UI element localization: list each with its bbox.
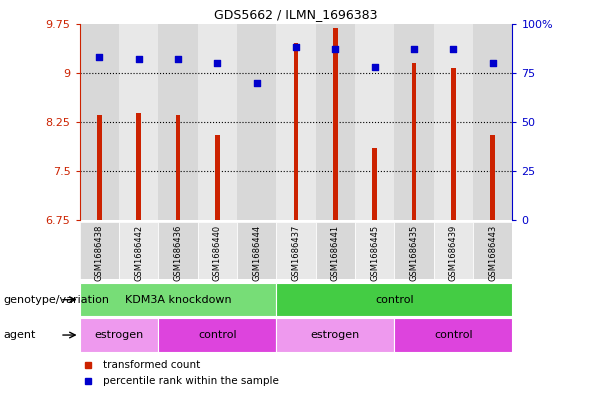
Bar [136, 113, 141, 220]
Bar [158, 318, 276, 352]
Bar [176, 115, 180, 220]
Bar [80, 318, 158, 352]
Text: estrogen: estrogen [311, 330, 360, 340]
Text: GSM1686436: GSM1686436 [173, 225, 183, 281]
Text: control: control [198, 330, 237, 340]
Text: transformed count: transformed count [103, 360, 201, 370]
Point [449, 46, 458, 52]
Bar [119, 24, 158, 220]
Text: GSM1686441: GSM1686441 [331, 225, 340, 281]
Bar [237, 24, 276, 220]
Text: GSM1686438: GSM1686438 [95, 225, 104, 281]
Text: GSM1686439: GSM1686439 [449, 225, 458, 281]
Bar [237, 222, 276, 279]
Bar [197, 222, 237, 279]
Text: GSM1686445: GSM1686445 [370, 225, 379, 281]
Point [291, 44, 300, 50]
Bar [355, 24, 395, 220]
Bar [473, 222, 512, 279]
Bar [158, 24, 197, 220]
Bar [197, 24, 237, 220]
Bar [316, 24, 355, 220]
Bar [434, 222, 473, 279]
Bar [158, 222, 197, 279]
Point [213, 60, 222, 66]
Bar [395, 222, 434, 279]
Text: genotype/variation: genotype/variation [3, 295, 109, 305]
Text: agent: agent [3, 330, 35, 340]
Bar [276, 283, 512, 316]
Point [252, 79, 262, 86]
Bar [276, 318, 395, 352]
Bar [316, 222, 355, 279]
Point [134, 56, 143, 62]
Bar [395, 24, 434, 220]
Bar [395, 318, 512, 352]
Bar [80, 222, 119, 279]
Bar [451, 68, 456, 220]
Bar [434, 24, 473, 220]
Bar [372, 148, 377, 220]
Bar [473, 24, 512, 220]
Bar [276, 222, 316, 279]
Text: GSM1686444: GSM1686444 [252, 225, 261, 281]
Point [94, 54, 104, 60]
Point [409, 46, 419, 52]
Bar [97, 115, 101, 220]
Bar [293, 43, 299, 220]
Bar [254, 220, 259, 222]
Bar [333, 28, 337, 220]
Text: GSM1686440: GSM1686440 [213, 225, 222, 281]
Bar [80, 24, 119, 220]
Bar [119, 222, 158, 279]
Text: GSM1686443: GSM1686443 [488, 225, 497, 281]
Bar [215, 135, 220, 220]
Bar [491, 135, 495, 220]
Text: control: control [434, 330, 473, 340]
Point [370, 64, 379, 70]
Bar [276, 24, 316, 220]
Text: GSM1686442: GSM1686442 [134, 225, 143, 281]
Point [488, 60, 498, 66]
Bar [80, 283, 276, 316]
Text: GSM1686435: GSM1686435 [409, 225, 419, 281]
Bar [412, 63, 416, 220]
Title: GDS5662 / ILMN_1696383: GDS5662 / ILMN_1696383 [214, 8, 378, 21]
Bar [355, 222, 395, 279]
Point [330, 46, 340, 52]
Text: KDM3A knockdown: KDM3A knockdown [125, 295, 231, 305]
Text: control: control [375, 295, 413, 305]
Point [173, 56, 183, 62]
Text: estrogen: estrogen [94, 330, 144, 340]
Text: GSM1686437: GSM1686437 [292, 225, 300, 281]
Text: percentile rank within the sample: percentile rank within the sample [103, 376, 279, 386]
